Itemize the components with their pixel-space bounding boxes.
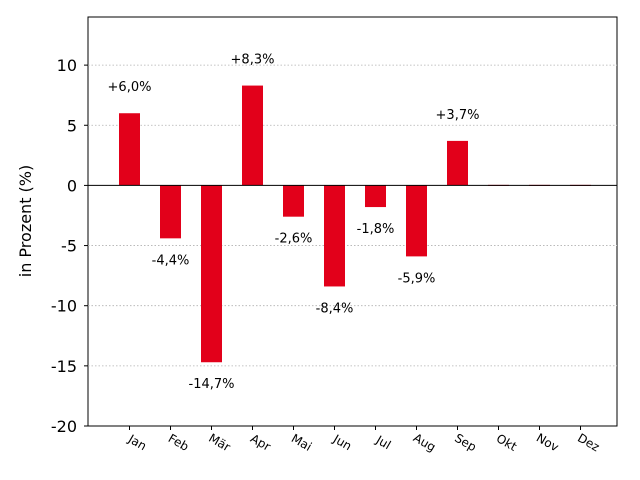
y-tick-label: 0 — [67, 176, 77, 195]
y-axis-label: in Prozent (%) — [16, 165, 35, 277]
x-tick-label: Feb — [166, 431, 191, 454]
x-tick-label: Dez — [575, 431, 602, 455]
x-tick-label: Jan — [125, 431, 149, 453]
y-tick-label: 5 — [67, 116, 77, 135]
x-tick-label: Sep — [452, 431, 479, 454]
gridlines — [88, 64, 617, 367]
x-tick-label: Apr — [248, 431, 273, 454]
bar — [201, 185, 222, 363]
bar — [365, 185, 386, 208]
bar — [160, 185, 181, 239]
x-tick-label: Jul — [373, 432, 393, 452]
plot-area-frame — [87, 16, 618, 427]
x-tick-label: Mai — [289, 431, 314, 454]
bar-value-label: +6,0% — [108, 80, 152, 95]
bar-value-label: -8,4% — [316, 301, 354, 316]
bar-value-label: -2,6% — [275, 232, 313, 247]
bar — [447, 140, 468, 186]
y-tick-label: 10 — [57, 56, 77, 75]
x-tick-label: Aug — [411, 431, 438, 455]
bar — [406, 185, 427, 257]
bar-value-label: -14,7% — [189, 377, 235, 392]
bar-value-label: -4,4% — [152, 253, 190, 268]
bars — [119, 85, 591, 363]
bar — [119, 113, 140, 186]
x-tick-label: Okt — [494, 431, 520, 454]
y-axis-ticks: -20 -15 -10 -5 0 5 10 — [51, 56, 88, 436]
x-tick-label: Jun — [330, 431, 354, 453]
bar — [324, 185, 345, 287]
bar-value-label: -5,9% — [398, 271, 436, 286]
bar — [283, 185, 304, 217]
bar — [242, 85, 263, 186]
x-axis-ticks: Jan Feb Mär Apr Mai Jun Jul Aug Sep Okt Nov Dez — [125, 426, 602, 454]
x-tick-label: Nov — [534, 431, 561, 455]
bar-value-label: +8,3% — [231, 53, 275, 68]
data-labels: +6,0% -4,4% -14,7% +8,3% -2,6% -8,4% -1,8% -5,9… — [108, 53, 480, 393]
bar-value-label: -1,8% — [357, 222, 395, 237]
x-tick-label: Mär — [206, 431, 233, 454]
y-tick-label: -20 — [51, 417, 77, 436]
y-tick-label: -10 — [51, 297, 77, 316]
y-tick-label: -15 — [51, 357, 77, 376]
bar-value-label: +3,7% — [436, 108, 480, 123]
y-tick-label: -5 — [61, 237, 77, 256]
